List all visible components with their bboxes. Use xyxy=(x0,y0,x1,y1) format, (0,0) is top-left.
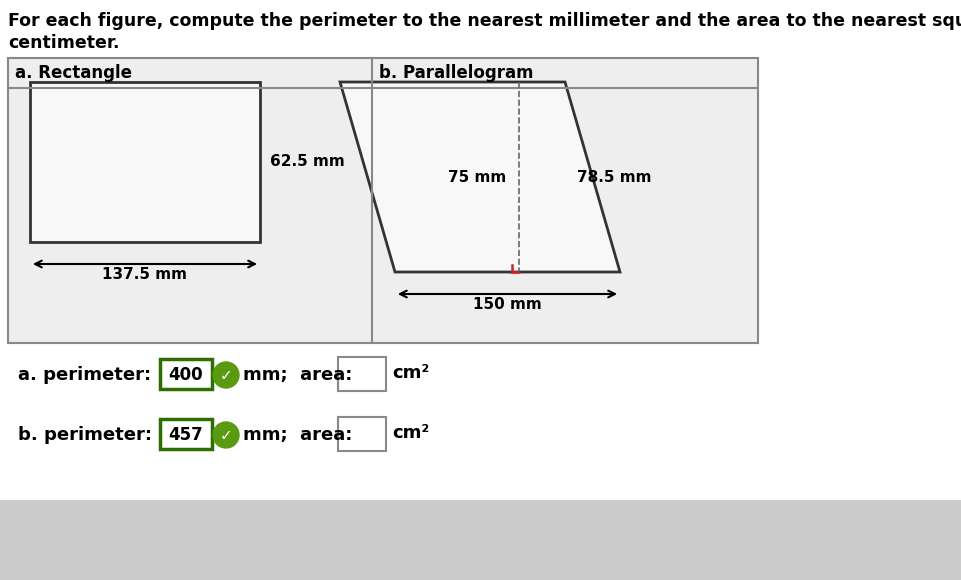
Text: 457: 457 xyxy=(168,426,204,444)
Text: ✓: ✓ xyxy=(220,368,233,383)
Text: For each figure, compute the perimeter to the nearest millimeter and the area to: For each figure, compute the perimeter t… xyxy=(8,12,961,30)
Bar xyxy=(338,357,386,391)
Text: cm²: cm² xyxy=(392,424,430,442)
Text: 400: 400 xyxy=(169,366,204,384)
Text: centimeter.: centimeter. xyxy=(8,34,119,52)
Bar xyxy=(160,419,212,449)
Text: ✓: ✓ xyxy=(220,429,233,444)
Text: 75 mm: 75 mm xyxy=(449,169,506,184)
Text: a. Rectangle: a. Rectangle xyxy=(15,64,132,82)
Text: mm;  area:: mm; area: xyxy=(243,426,353,444)
Text: 62.5 mm: 62.5 mm xyxy=(270,154,345,169)
Bar xyxy=(8,58,758,343)
Bar xyxy=(0,500,961,580)
Circle shape xyxy=(213,422,239,448)
Text: a. perimeter:: a. perimeter: xyxy=(18,366,151,384)
Text: 150 mm: 150 mm xyxy=(473,297,542,312)
Text: 137.5 mm: 137.5 mm xyxy=(103,267,187,282)
Text: cm²: cm² xyxy=(392,364,430,382)
Bar xyxy=(160,359,212,389)
Polygon shape xyxy=(340,82,620,272)
Circle shape xyxy=(213,362,239,388)
Text: mm;  area:: mm; area: xyxy=(243,366,353,384)
Bar xyxy=(30,82,260,242)
Text: 78.5 mm: 78.5 mm xyxy=(577,169,652,184)
Text: b. Parallelogram: b. Parallelogram xyxy=(379,64,533,82)
Bar xyxy=(338,417,386,451)
Text: b. perimeter:: b. perimeter: xyxy=(18,426,152,444)
